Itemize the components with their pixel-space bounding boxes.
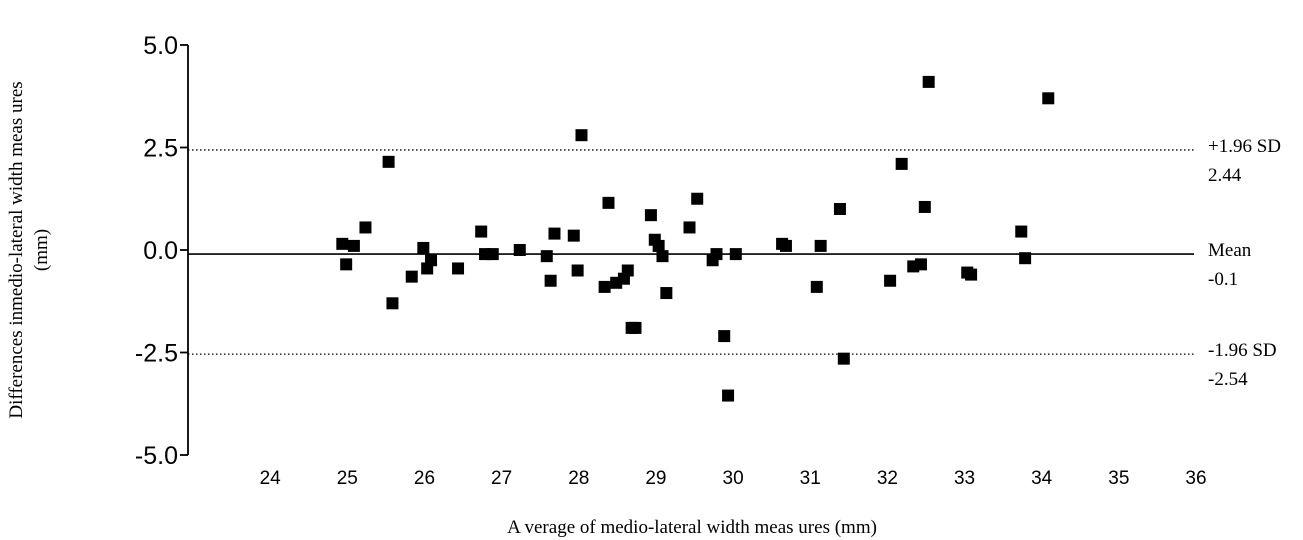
x-tick-label-1: 25 [337, 468, 358, 489]
data-point-1 [340, 258, 353, 271]
data-point-19 [571, 264, 584, 277]
data-point-31 [656, 250, 669, 263]
x-tick-label-6: 30 [723, 468, 744, 489]
reference-label-1: Mean [1208, 240, 1252, 261]
x-tick-label-8: 32 [877, 468, 898, 489]
data-point-21 [598, 280, 611, 293]
y-ticks: 5.0 2.5 0.0 -2.5 -5.0 [135, 32, 188, 470]
data-point-56 [1042, 92, 1055, 105]
data-point-7 [417, 241, 430, 254]
y-tick-label-2: 0.0 [143, 237, 178, 265]
data-point-6 [405, 270, 418, 283]
data-point-38 [722, 389, 735, 402]
data-point-41 [779, 239, 792, 252]
data-point-30 [652, 239, 665, 252]
y-axis-label-line-2: (mm) [31, 229, 52, 271]
data-point-16 [544, 274, 557, 287]
data-point-42 [810, 280, 823, 293]
x-tick-label-12: 36 [1185, 468, 1206, 489]
data-point-32 [660, 287, 673, 300]
data-point-3 [359, 221, 372, 234]
reference-annotations: +1.96 SD 2.44 Mean -0.1 -1.96 SD -2.54 [1208, 136, 1281, 390]
x-tick-label-9: 33 [954, 468, 975, 489]
data-point-13 [486, 248, 499, 261]
data-point-10 [452, 262, 465, 275]
y-tick-label-4: -5.0 [135, 442, 178, 470]
data-point-9 [425, 254, 438, 267]
data-point-25 [621, 264, 634, 277]
x-tick-label-0: 24 [260, 468, 282, 489]
data-point-49 [914, 258, 927, 271]
data-point-2 [347, 239, 360, 252]
data-point-28 [644, 209, 657, 222]
x-tick-label-5: 29 [645, 468, 666, 489]
x-tick-label-7: 31 [800, 468, 821, 489]
x-axis-label: A verage of medio-lateral width meas ure… [507, 517, 877, 538]
reference-value-1: -0.1 [1208, 269, 1238, 290]
x-tick-label-10: 34 [1031, 468, 1053, 489]
data-point-54 [1015, 225, 1028, 238]
reference-label-2: -1.96 SD [1208, 340, 1277, 361]
data-point-50 [918, 200, 931, 213]
data-point-39 [729, 248, 742, 261]
data-point-4 [382, 155, 395, 168]
data-point-15 [540, 250, 553, 263]
data-point-47 [895, 157, 908, 170]
data-point-0 [336, 237, 349, 250]
reference-lines [188, 149, 1194, 355]
y-tick-label-1: 2.5 [143, 135, 178, 163]
x-tick-label-3: 27 [491, 468, 512, 489]
data-point-55 [1019, 252, 1032, 265]
data-point-34 [691, 192, 704, 205]
data-point-37 [718, 330, 731, 343]
data-point-22 [602, 196, 615, 209]
x-tick-label-2: 26 [414, 468, 435, 489]
x-ticks: 24 25 26 27 28 29 30 31 32 33 34 35 36 [260, 468, 1207, 489]
y-tick-label-3: -2.5 [135, 340, 178, 368]
data-point-14 [513, 244, 526, 256]
x-tick-label-11: 35 [1108, 468, 1129, 489]
y-axis-label-line-1: Differences inmedio-lateral width meas u… [6, 81, 27, 418]
y-axis-label: Differences inmedio-lateral width meas u… [6, 81, 52, 418]
data-point-11 [475, 225, 488, 238]
data-point-43 [814, 239, 827, 252]
data-points [336, 75, 1055, 402]
data-point-36 [710, 248, 723, 261]
data-point-27 [629, 321, 642, 334]
y-tick-label-0: 5.0 [143, 32, 178, 60]
reference-label-0: +1.96 SD [1208, 136, 1281, 157]
data-point-45 [837, 352, 850, 365]
x-tick-label-4: 28 [568, 468, 589, 489]
data-point-20 [575, 129, 588, 142]
data-point-44 [833, 203, 846, 215]
data-point-33 [683, 221, 696, 234]
data-point-18 [567, 229, 580, 242]
data-point-53 [965, 268, 978, 281]
data-point-17 [548, 227, 561, 240]
data-point-46 [884, 274, 897, 287]
reference-value-0: 2.44 [1208, 165, 1242, 186]
data-point-5 [386, 297, 399, 310]
reference-value-2: -2.54 [1208, 369, 1248, 390]
data-point-51 [922, 75, 935, 88]
